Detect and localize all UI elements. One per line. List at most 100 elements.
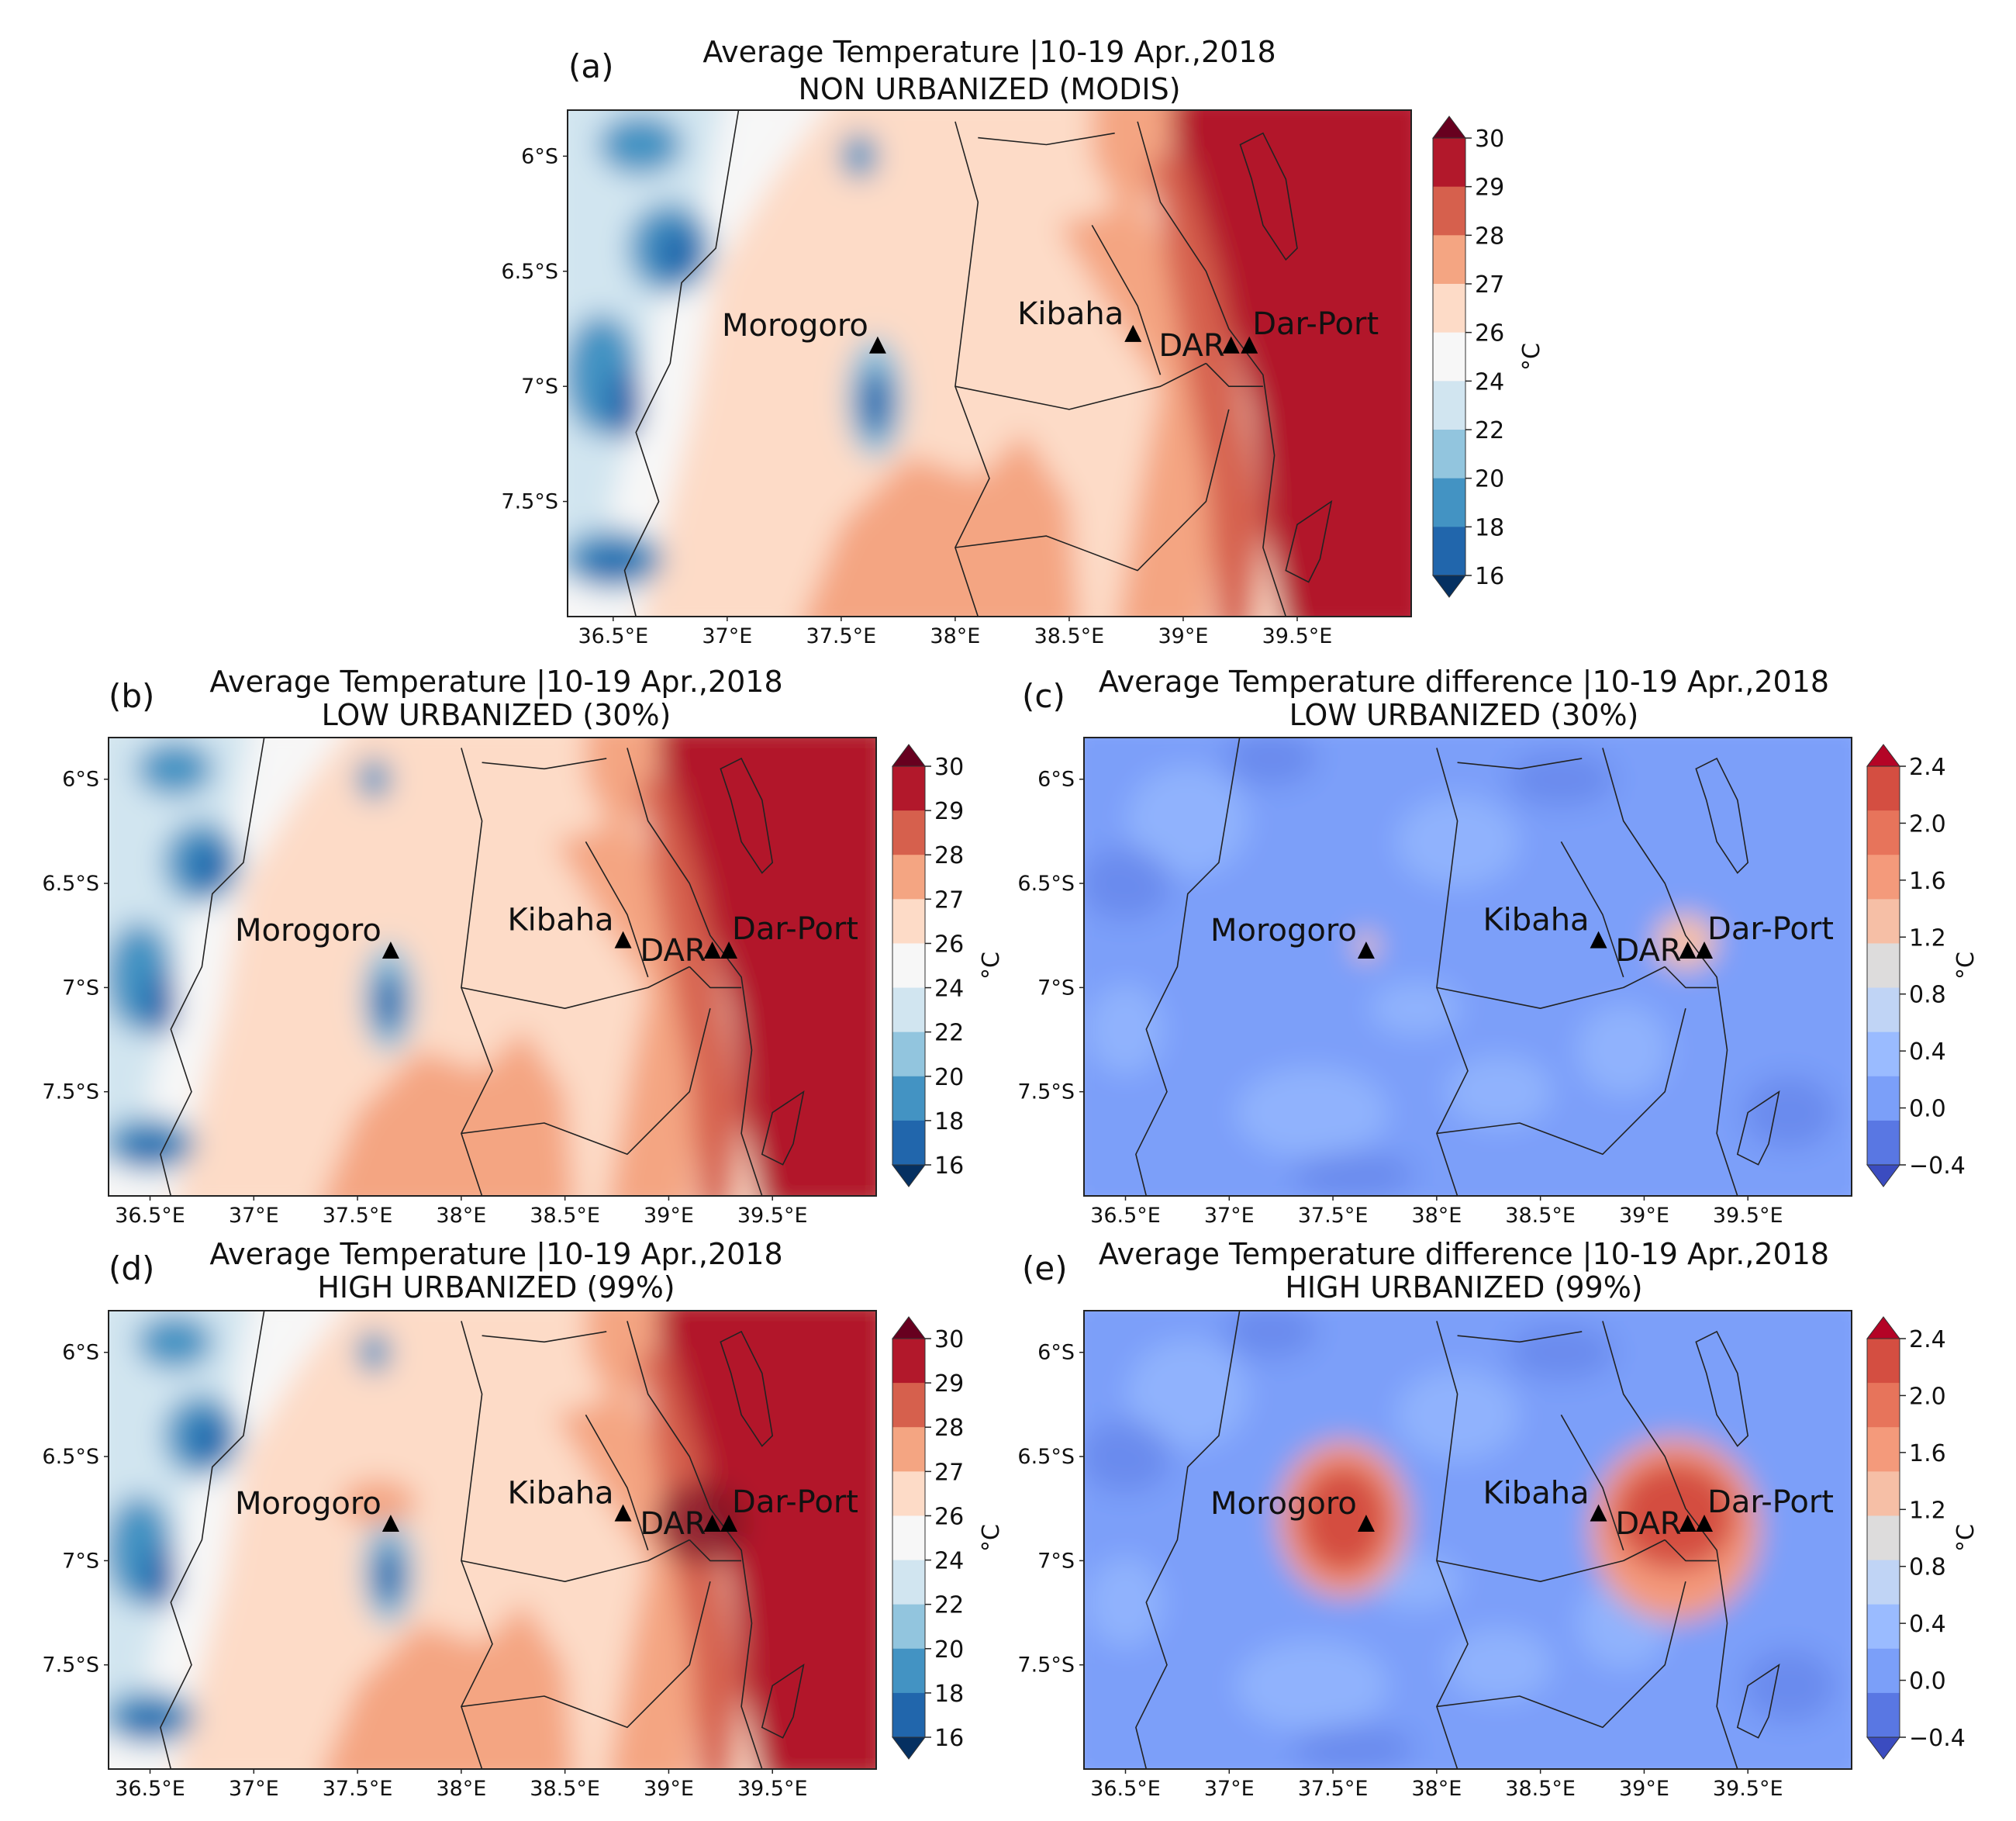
lat-tick-label: 6.5°S: [1017, 872, 1075, 896]
colorbar-band: [892, 1692, 925, 1738]
lat-tick-label: 7.5°S: [42, 1653, 99, 1678]
city-label: Kibaha: [1483, 903, 1589, 938]
colorbar-tick-label: 0.4: [1909, 1038, 1946, 1066]
colorbar-extend-min: [1866, 1164, 1900, 1187]
colorbar-band: [1433, 381, 1465, 430]
panel-e: Average Temperature difference |10-19 Ap…: [1017, 1237, 1980, 1801]
colorbar-tick-label: 29: [934, 798, 964, 825]
boundary-line: [1560, 1414, 1624, 1551]
colorbar-band: [1867, 1383, 1900, 1428]
colorbar-tick-label: 1.2: [1909, 1497, 1946, 1524]
map-field: [1084, 738, 1852, 1196]
colorbar-band: [892, 1076, 925, 1121]
city-marker: [1590, 1504, 1607, 1522]
lon-tick-label: 39°E: [1619, 1777, 1669, 1801]
colorbar-extend-max: [1866, 744, 1900, 767]
colorbar-tick-label: 28: [934, 1415, 964, 1442]
city-marker: [1241, 336, 1258, 354]
colorbar-tick-label: 27: [1475, 271, 1504, 299]
colorbar-tick-label: 16: [934, 1725, 964, 1752]
lon-tick-label: 38.5°E: [530, 1777, 600, 1801]
colorbar-tick-label: 26: [934, 931, 964, 958]
lon-tick-label: 37.5°E: [1298, 1204, 1369, 1228]
city-marker: [703, 942, 721, 959]
panel-subtitle: HIGH URBANIZED (99%): [1285, 1270, 1642, 1304]
boundary-line: [585, 1414, 649, 1551]
colorbar-band: [892, 810, 925, 855]
colorbar-tick-label: 20: [1475, 466, 1504, 493]
city-marker: [1696, 942, 1714, 959]
colorbar-tick-label: 22: [1475, 417, 1504, 444]
lon-tick-label: 37°E: [229, 1777, 279, 1801]
city-marker: [1357, 1515, 1375, 1532]
boundary-line: [1436, 1581, 1686, 1729]
island-outline: [1695, 1330, 1749, 1447]
lon-tick-label: 39°E: [1158, 624, 1208, 648]
colorbar-tick-label: 27: [934, 1459, 964, 1486]
colorbar-band: [892, 1648, 925, 1694]
colorbar-band: [1433, 284, 1465, 333]
lat-tick-label: 6°S: [521, 144, 558, 168]
panel-letter: (d): [109, 1249, 154, 1287]
lon-tick-label: 38.5°E: [530, 1204, 600, 1228]
lon-tick-label: 38.5°E: [1505, 1204, 1576, 1228]
map-frame: [108, 737, 877, 1197]
lon-tick-label: 38°E: [436, 1777, 486, 1801]
lat-tick-label: 6.5°S: [1017, 1445, 1075, 1469]
boundary-line: [461, 1581, 711, 1729]
colorbar-band: [1867, 943, 1900, 989]
boundary-line: [1436, 1008, 1686, 1156]
lon-tick-label: 38°E: [930, 624, 980, 648]
city-label: Dar-Port: [1707, 1484, 1834, 1520]
colorbar-extend-max: [892, 1316, 926, 1339]
colorbar-tick-label: 30: [1475, 126, 1504, 153]
city-label: Morogoro: [1210, 913, 1357, 949]
city-label: Morogoro: [1210, 1486, 1357, 1522]
boundary-line: [954, 409, 1230, 572]
city-marker: [381, 942, 399, 959]
lon-tick-label: 37°E: [702, 624, 752, 648]
colorbar-band: [1433, 235, 1465, 285]
island-outline: [1736, 1663, 1780, 1739]
map-field: [568, 110, 1411, 617]
lat-tick-label: 7°S: [62, 1549, 99, 1573]
colorbar-band: [1433, 186, 1465, 236]
panel-title: Average Temperature |10-19 Apr.,2018: [209, 665, 782, 700]
lon-tick-label: 39°E: [644, 1777, 694, 1801]
map-frame: [1083, 737, 1852, 1197]
city-marker: [614, 931, 632, 949]
map-field: [109, 1311, 876, 1769]
panel-title: Average Temperature difference |10-19 Ap…: [1099, 665, 1829, 700]
boundary-line: [461, 966, 690, 1009]
panel-letter: (b): [109, 677, 154, 715]
lat-tick-label: 7.5°S: [1017, 1653, 1075, 1678]
lat-tick-label: 7.5°S: [42, 1080, 99, 1104]
colorbar-tick-label: 18: [1475, 514, 1504, 541]
colorbar-tick-label: 0.0: [1909, 1668, 1946, 1695]
city-label: Dar-Port: [1252, 306, 1379, 342]
colorbar: 2.4 2.0 1.6 1.2 0.8 0.4 0.0 −0.4 °C: [1866, 744, 1980, 1187]
colorbar-band: [892, 1031, 925, 1077]
colorbar-band: [1867, 987, 1900, 1033]
colorbar-tick-label: 18: [934, 1108, 964, 1135]
colorbar-band: [1867, 1427, 1900, 1472]
colorbar-band: [1867, 1031, 1900, 1077]
lat-tick-label: 6.5°S: [42, 872, 99, 896]
colorbar-tick-label: 29: [1475, 174, 1504, 202]
boundary-line: [954, 362, 1206, 410]
colorbar-unit-label: °C: [978, 1524, 1005, 1552]
colorbar-band: [892, 1515, 925, 1561]
colorbar-tick-label: 22: [934, 1020, 964, 1047]
panel-title: Average Temperature |10-19 Apr.,2018: [209, 1237, 782, 1272]
colorbar-band: [1433, 430, 1465, 479]
colorbar-band: [1867, 766, 1900, 811]
boundary-line: [689, 1539, 742, 1562]
city-label: Kibaha: [507, 1476, 613, 1512]
colorbar-tick-label: 26: [934, 1503, 964, 1530]
panel-subtitle: LOW URBANIZED (30%): [322, 698, 671, 732]
colorbar-tick-label: 2.0: [1909, 1383, 1946, 1410]
colorbar-tick-label: 24: [1475, 368, 1504, 396]
colorbar-band: [1867, 855, 1900, 900]
colorbar-band: [1867, 1120, 1900, 1166]
city-marker: [381, 1515, 399, 1532]
